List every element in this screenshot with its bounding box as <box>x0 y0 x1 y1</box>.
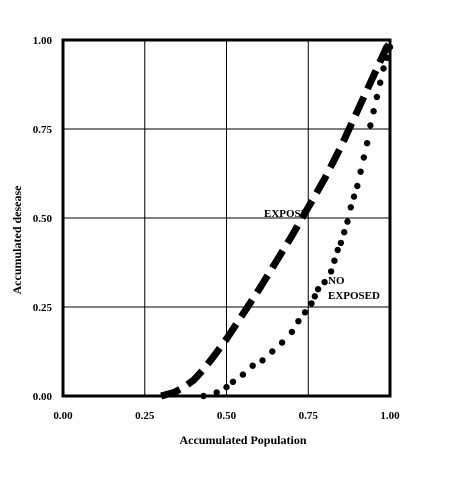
no-exposed-series-point <box>360 154 367 161</box>
x-tick-label: 0.50 <box>217 410 237 422</box>
no-exposed-series-point <box>334 246 341 254</box>
no-exposed-series-point <box>314 286 322 293</box>
no-exposed-series-point <box>229 378 237 385</box>
no-exposed-series-point <box>373 93 381 101</box>
y-tick-label: 0.50 <box>33 213 53 225</box>
x-axis-title: Accumulated Population <box>179 433 306 447</box>
no-exposed-series-point <box>301 309 309 316</box>
x-tick-label: 0.25 <box>135 410 155 422</box>
no-exposed-series-point <box>311 293 318 300</box>
y-tick-label: 1.00 <box>33 35 53 47</box>
no-exposed-series-point <box>341 229 348 236</box>
y-axis-title: Accumulated desease <box>10 185 24 295</box>
no-exposed-series-point <box>259 357 266 364</box>
no-exposed-series-point <box>327 268 335 275</box>
y-tick-label: 0.75 <box>33 124 53 136</box>
no-exposed-series-point <box>377 79 384 86</box>
x-tick-label: 1.00 <box>380 410 400 422</box>
no-exposed-series-point <box>269 348 276 355</box>
y-tick-label: 0.00 <box>33 391 53 403</box>
no-exposed-series-label-line2: EXPOSED <box>328 290 380 302</box>
no-exposed-series-point <box>380 65 387 72</box>
no-exposed-series-point <box>383 54 390 61</box>
no-exposed-series-point <box>278 339 286 346</box>
no-exposed-series-point <box>223 383 230 391</box>
no-exposed-series-point <box>350 193 358 200</box>
no-exposed-series-point <box>213 389 220 396</box>
exposed-series-line <box>160 41 393 400</box>
grid-layer <box>63 40 390 396</box>
series-layer <box>160 41 394 400</box>
no-exposed-series-point <box>321 278 328 286</box>
y-tick-label: 0.25 <box>33 302 53 314</box>
no-exposed-series-point <box>354 182 361 190</box>
no-exposed-series-point <box>288 328 296 336</box>
no-exposed-series-point <box>370 108 377 115</box>
x-tick-label: 0.00 <box>53 410 73 422</box>
no-exposed-series-point <box>367 122 374 129</box>
plot-frame <box>61 38 392 398</box>
no-exposed-series-point <box>239 371 247 378</box>
no-exposed-series-point <box>331 257 338 264</box>
no-exposed-series-point <box>357 168 364 175</box>
no-exposed-series-point <box>363 140 371 147</box>
no-exposed-series-point <box>347 204 354 211</box>
no-exposed-series-point <box>308 300 315 307</box>
exposed-series-label: EXPOSE <box>264 208 308 220</box>
no-exposed-series-point <box>344 218 351 225</box>
no-exposed-series-point <box>337 239 345 247</box>
no-exposed-series-point <box>249 362 256 369</box>
x-tick-label: 0.75 <box>299 410 319 422</box>
tick-layer: 0.00 0.25 0.50 0.75 1.00 0.00 0.25 0.50 0.75 1.00 <box>33 35 400 422</box>
no-exposed-series-label-line1: NO <box>328 275 345 287</box>
no-exposed-series-point <box>295 318 302 325</box>
